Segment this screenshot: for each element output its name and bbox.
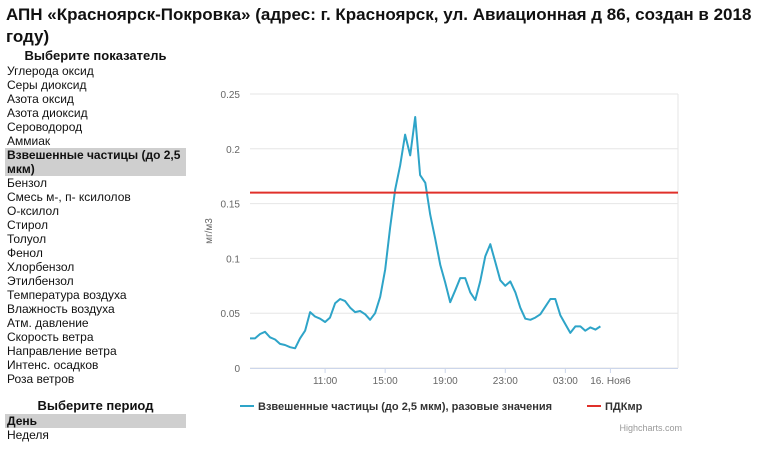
period-item[interactable]: День xyxy=(5,414,186,428)
indicator-item[interactable]: Влажность воздуха xyxy=(7,302,115,316)
period-list: День Неделя xyxy=(5,414,186,442)
indicator-item[interactable]: Смесь м-, п- ксилолов xyxy=(7,190,131,204)
indicator-item[interactable]: Фенол xyxy=(7,246,43,260)
indicator-item[interactable]: Толуол xyxy=(7,232,47,246)
chart-container: 0 0.05 0.1 0.15 0.2 0.25 11:00 15:00 19:00 23:00 0… xyxy=(200,72,780,447)
y-axis-label: мг/м3 xyxy=(204,218,215,244)
indicator-section-title: Выберите показатель xyxy=(24,48,167,63)
indicator-item[interactable]: Скорость ветра xyxy=(7,330,94,344)
x-tick-label: 03:00 xyxy=(553,376,578,387)
y-tick-label: 0.1 xyxy=(226,254,240,265)
y-tick-label: 0.15 xyxy=(221,200,241,211)
highcharts-credits[interactable]: Highcharts.com xyxy=(619,423,682,433)
y-tick-label: 0.2 xyxy=(226,145,240,156)
period-item[interactable]: Неделя xyxy=(7,428,49,442)
indicator-item[interactable]: Этилбензол xyxy=(7,274,74,288)
indicator-item[interactable]: Хлорбензол xyxy=(7,260,75,274)
y-tick-label: 0 xyxy=(234,364,240,375)
indicator-item[interactable]: Интенс. осадков xyxy=(7,358,99,372)
legend-item-pm25[interactable]: Взвешенные частицы (до 2,5 мкм), разовые… xyxy=(258,401,552,413)
x-tick-label: 11:00 xyxy=(313,376,338,387)
y-tick-label: 0.25 xyxy=(221,90,241,101)
legend-item-pdk[interactable]: ПДКмр xyxy=(605,401,643,413)
x-tick-label: 19:00 xyxy=(433,376,458,387)
x-tick-label: 15:00 xyxy=(373,376,398,387)
line-chart: 0 0.05 0.1 0.15 0.2 0.25 11:00 15:00 19:00 23:00 0… xyxy=(204,90,682,433)
indicator-item[interactable]: Азота оксид xyxy=(7,92,74,106)
indicator-item[interactable]: Углерода оксид xyxy=(7,64,94,78)
indicator-item[interactable]: О-ксилол xyxy=(7,204,59,218)
page-title: АПН «Красноярск-Покровка» (адрес: г. Кра… xyxy=(6,5,752,46)
indicator-item[interactable]: Взвешенные частицы (до 2,5 мкм) xyxy=(5,148,186,176)
indicator-item[interactable]: Серы диоксид xyxy=(7,78,87,92)
indicator-item[interactable]: Атм. давление xyxy=(7,316,89,330)
indicator-item[interactable]: Стирол xyxy=(7,218,48,232)
indicator-list: Углерода оксид Серы диоксид Азота оксид Азо… xyxy=(5,64,186,386)
indicator-item[interactable]: Температура воздуха xyxy=(7,288,127,302)
indicator-item[interactable]: Аммиак xyxy=(7,134,51,148)
indicator-item[interactable]: Роза ветров xyxy=(7,372,75,386)
period-section-title: Выберите период xyxy=(37,398,154,413)
y-tick-label: 0.05 xyxy=(221,309,241,320)
indicator-item[interactable]: Азота диоксид xyxy=(7,106,88,120)
x-tick-label: 16. Ноя6 xyxy=(590,376,631,387)
series-line-pm25 xyxy=(250,116,601,350)
indicator-item[interactable]: Бензол xyxy=(7,176,47,190)
x-tick-label: 23:00 xyxy=(493,376,518,387)
indicator-item[interactable]: Сероводород xyxy=(7,120,83,134)
sidebar: Выберите показатель Углерода оксид Серы д… xyxy=(5,48,186,442)
indicator-item[interactable]: Направление ветра xyxy=(7,344,117,358)
